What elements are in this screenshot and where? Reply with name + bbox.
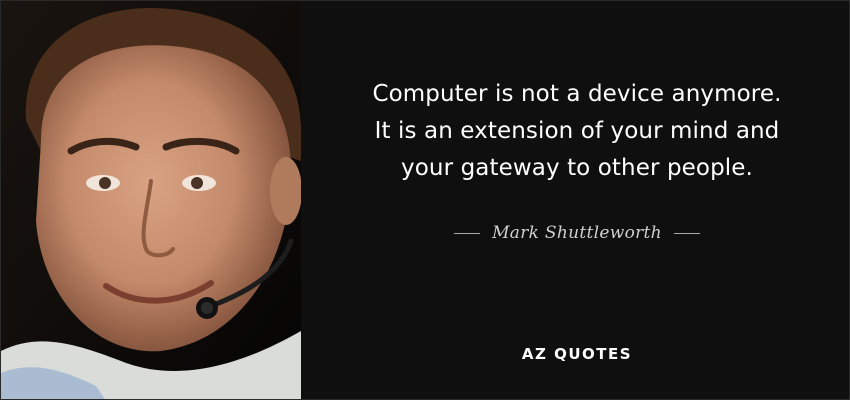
- right-dash-divider: [673, 232, 700, 234]
- left-dash-divider: [454, 232, 481, 234]
- quote-line-3: your gateway to other people.: [401, 155, 753, 181]
- quote-text: Computer is not a device anymore. It is …: [319, 76, 835, 187]
- quote-line-1: Computer is not a device anymore.: [372, 81, 782, 107]
- azquotes-logo: AZ QUOTES: [521, 345, 633, 363]
- author-photo: [1, 1, 301, 399]
- quote-line-2: It is an extension of your mind and: [374, 118, 780, 144]
- author-name: Mark Shuttleworth: [492, 223, 662, 243]
- author-attribution: Mark Shuttleworth: [319, 223, 835, 243]
